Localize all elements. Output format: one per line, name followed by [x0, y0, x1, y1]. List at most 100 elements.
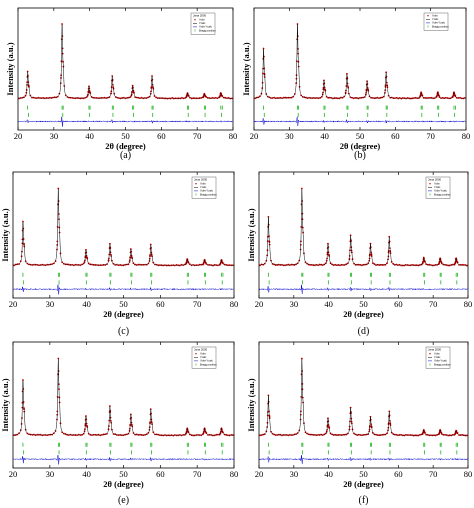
yobs-point	[444, 433, 446, 436]
chart-panel-4: 20 30 40 50 60 70 80 Intensity (a.u.) 2θ (degree…	[246, 171, 473, 337]
yobs-point	[277, 433, 280, 436]
x-axis-label: 2θ (degree)	[103, 479, 144, 489]
legend-entry: Yobs	[434, 352, 440, 356]
series-bragg	[27, 105, 223, 117]
yobs-point	[398, 96, 401, 99]
yobs-point	[461, 263, 464, 266]
yobs-point	[431, 434, 434, 437]
x-tick-label: 70	[193, 469, 202, 479]
x-tick-label: 40	[82, 299, 91, 309]
yobs-point	[267, 394, 270, 397]
yobs-point	[361, 264, 363, 267]
yobs-point	[336, 97, 339, 100]
legend-box	[190, 12, 216, 35]
x-tick-label: 70	[429, 299, 438, 309]
series-difference	[258, 284, 469, 294]
x-tick-label: 60	[157, 131, 166, 141]
yobs-point	[312, 264, 315, 267]
legend-entry: Bragg position	[434, 362, 451, 366]
series-yobs	[13, 357, 234, 437]
yobs-point	[462, 263, 465, 266]
x-tick-label: 20	[9, 299, 18, 309]
yobs-point	[282, 96, 285, 99]
yobs-point	[411, 263, 413, 266]
x-tick-label: 80	[462, 131, 471, 141]
legend-box	[425, 176, 451, 199]
series-ycalc	[12, 359, 234, 436]
yobs-point	[48, 96, 51, 99]
x-tick-label: 30	[285, 131, 294, 141]
series-ycalc	[18, 24, 233, 99]
legend-entry: Bragg position	[432, 24, 449, 28]
x-tick-label: 50	[359, 299, 368, 309]
chart-panel-2: 20 30 40 50 60 70 80 Intensity (a.u.) 2θ (degree…	[241, 7, 471, 161]
x-tick-label: 50	[119, 469, 128, 479]
legend-entry: Bragg position	[434, 192, 451, 196]
yobs-point	[361, 434, 363, 437]
yobs-point	[267, 216, 270, 218]
yobs-point	[224, 96, 227, 99]
yobs-point	[339, 264, 341, 267]
x-tick-label: 80	[230, 469, 239, 479]
x-tick-label: 30	[290, 299, 299, 309]
legend-entry: Yobs	[434, 182, 440, 186]
y-axis-label: Intensity (a.u.)	[5, 42, 15, 95]
yobs-point	[376, 96, 379, 99]
chart-panel-5: 20 30 40 50 60 70 80 Intensity (a.u.) 2θ (degree…	[0, 341, 239, 506]
yobs-point	[300, 187, 303, 190]
y-axis-label: Intensity (a.u.)	[0, 378, 10, 431]
yobs-point	[406, 97, 409, 99]
yobs-point	[430, 96, 433, 99]
y-axis-label: Intensity (a.u.)	[0, 208, 10, 261]
yobs-point	[43, 97, 46, 100]
legend-entry: Yobs-Ycalc	[432, 21, 446, 25]
legend-title: Jana 2000	[194, 178, 208, 182]
yobs-point	[127, 263, 130, 266]
yobs-point	[74, 263, 77, 266]
x-tick-label: 60	[391, 131, 400, 141]
legend-swatch	[429, 183, 431, 185]
x-axis-label: 2θ (degree)	[105, 141, 146, 151]
series-difference	[17, 116, 234, 127]
yobs-point	[124, 97, 127, 100]
yobs-point	[165, 264, 168, 267]
x-tick-label: 40	[320, 131, 329, 141]
legend-entry: Ycalc	[432, 17, 439, 21]
x-tick-label: 20	[9, 469, 18, 479]
x-tick-label: 80	[464, 299, 473, 309]
series-bragg	[22, 442, 224, 455]
legend-entry: Yobs	[200, 182, 206, 186]
yobs-point	[213, 263, 216, 266]
x-tick-label: 60	[156, 469, 165, 479]
legend-entry: Bragg position	[200, 192, 217, 196]
yobs-point	[433, 264, 435, 267]
legend-box	[423, 12, 449, 31]
series-difference	[258, 454, 469, 464]
y-axis-label: Intensity (a.u.)	[246, 208, 256, 261]
yobs-point	[378, 97, 380, 100]
yobs-point	[172, 97, 175, 100]
yobs-point	[306, 97, 309, 100]
yobs-point	[122, 264, 125, 267]
series-ycalc	[258, 359, 468, 436]
legend-swatch	[195, 353, 197, 355]
yobs-point	[409, 97, 412, 100]
legend-entry: Yobs-Ycalc	[200, 189, 214, 193]
yobs-point	[404, 433, 407, 436]
legend-box	[191, 346, 217, 369]
legend-entry: Ycalc	[200, 185, 207, 189]
panel-label: (e)	[118, 495, 129, 506]
x-tick-label: 60	[394, 299, 403, 309]
x-tick-label: 50	[356, 131, 365, 141]
yobs-point	[401, 264, 404, 267]
yobs-point	[403, 264, 406, 267]
yobs-point	[296, 23, 299, 25]
yobs-point	[22, 379, 24, 381]
y-axis-label: Intensity (a.u.)	[246, 378, 256, 431]
legend-entry: Yobs	[432, 14, 438, 18]
x-tick-label: 70	[193, 131, 202, 141]
legend-entry: Yobs-Ycalc	[199, 25, 213, 29]
